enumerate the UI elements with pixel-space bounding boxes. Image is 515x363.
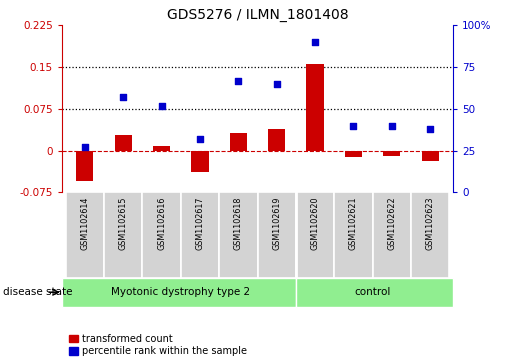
Point — [311, 39, 319, 45]
Bar — [114, 135, 132, 151]
Legend: transformed count, percentile rank within the sample: transformed count, percentile rank withi… — [66, 332, 249, 358]
Text: disease state: disease state — [3, 287, 72, 297]
Text: GSM1102620: GSM1102620 — [311, 197, 320, 250]
Bar — [345, 151, 362, 157]
Text: GSM1102621: GSM1102621 — [349, 197, 358, 250]
Bar — [104, 192, 142, 278]
Bar — [306, 64, 324, 151]
Text: GSM1102615: GSM1102615 — [118, 197, 128, 250]
Point — [196, 136, 204, 142]
Bar — [191, 151, 209, 172]
Point — [158, 103, 166, 109]
Text: control: control — [354, 287, 391, 297]
Bar — [153, 146, 170, 151]
Bar — [230, 133, 247, 151]
Text: GSM1102616: GSM1102616 — [157, 197, 166, 250]
Bar — [296, 278, 453, 307]
Point — [81, 144, 89, 150]
Bar — [334, 192, 373, 278]
Point — [119, 94, 127, 100]
Bar — [422, 151, 439, 161]
Bar — [373, 192, 411, 278]
Text: GSM1102618: GSM1102618 — [234, 197, 243, 250]
Bar — [62, 278, 296, 307]
Text: GSM1102619: GSM1102619 — [272, 197, 281, 250]
Bar — [142, 192, 181, 278]
Bar — [181, 192, 219, 278]
Point — [234, 78, 243, 83]
Bar — [411, 192, 450, 278]
Text: GSM1102617: GSM1102617 — [195, 197, 204, 250]
Text: GSM1102623: GSM1102623 — [426, 197, 435, 250]
Bar — [296, 192, 334, 278]
Bar — [219, 192, 258, 278]
Bar — [383, 151, 401, 156]
Point — [388, 123, 396, 129]
Point — [426, 126, 434, 132]
Bar — [65, 192, 104, 278]
Bar — [268, 130, 285, 151]
Bar — [76, 151, 93, 181]
Text: Myotonic dystrophy type 2: Myotonic dystrophy type 2 — [111, 287, 250, 297]
Text: GSM1102614: GSM1102614 — [80, 197, 89, 250]
Text: GSM1102622: GSM1102622 — [387, 197, 397, 250]
Bar — [258, 192, 296, 278]
Title: GDS5276 / ILMN_1801408: GDS5276 / ILMN_1801408 — [167, 8, 348, 22]
Point — [272, 81, 281, 87]
Point — [349, 123, 357, 129]
